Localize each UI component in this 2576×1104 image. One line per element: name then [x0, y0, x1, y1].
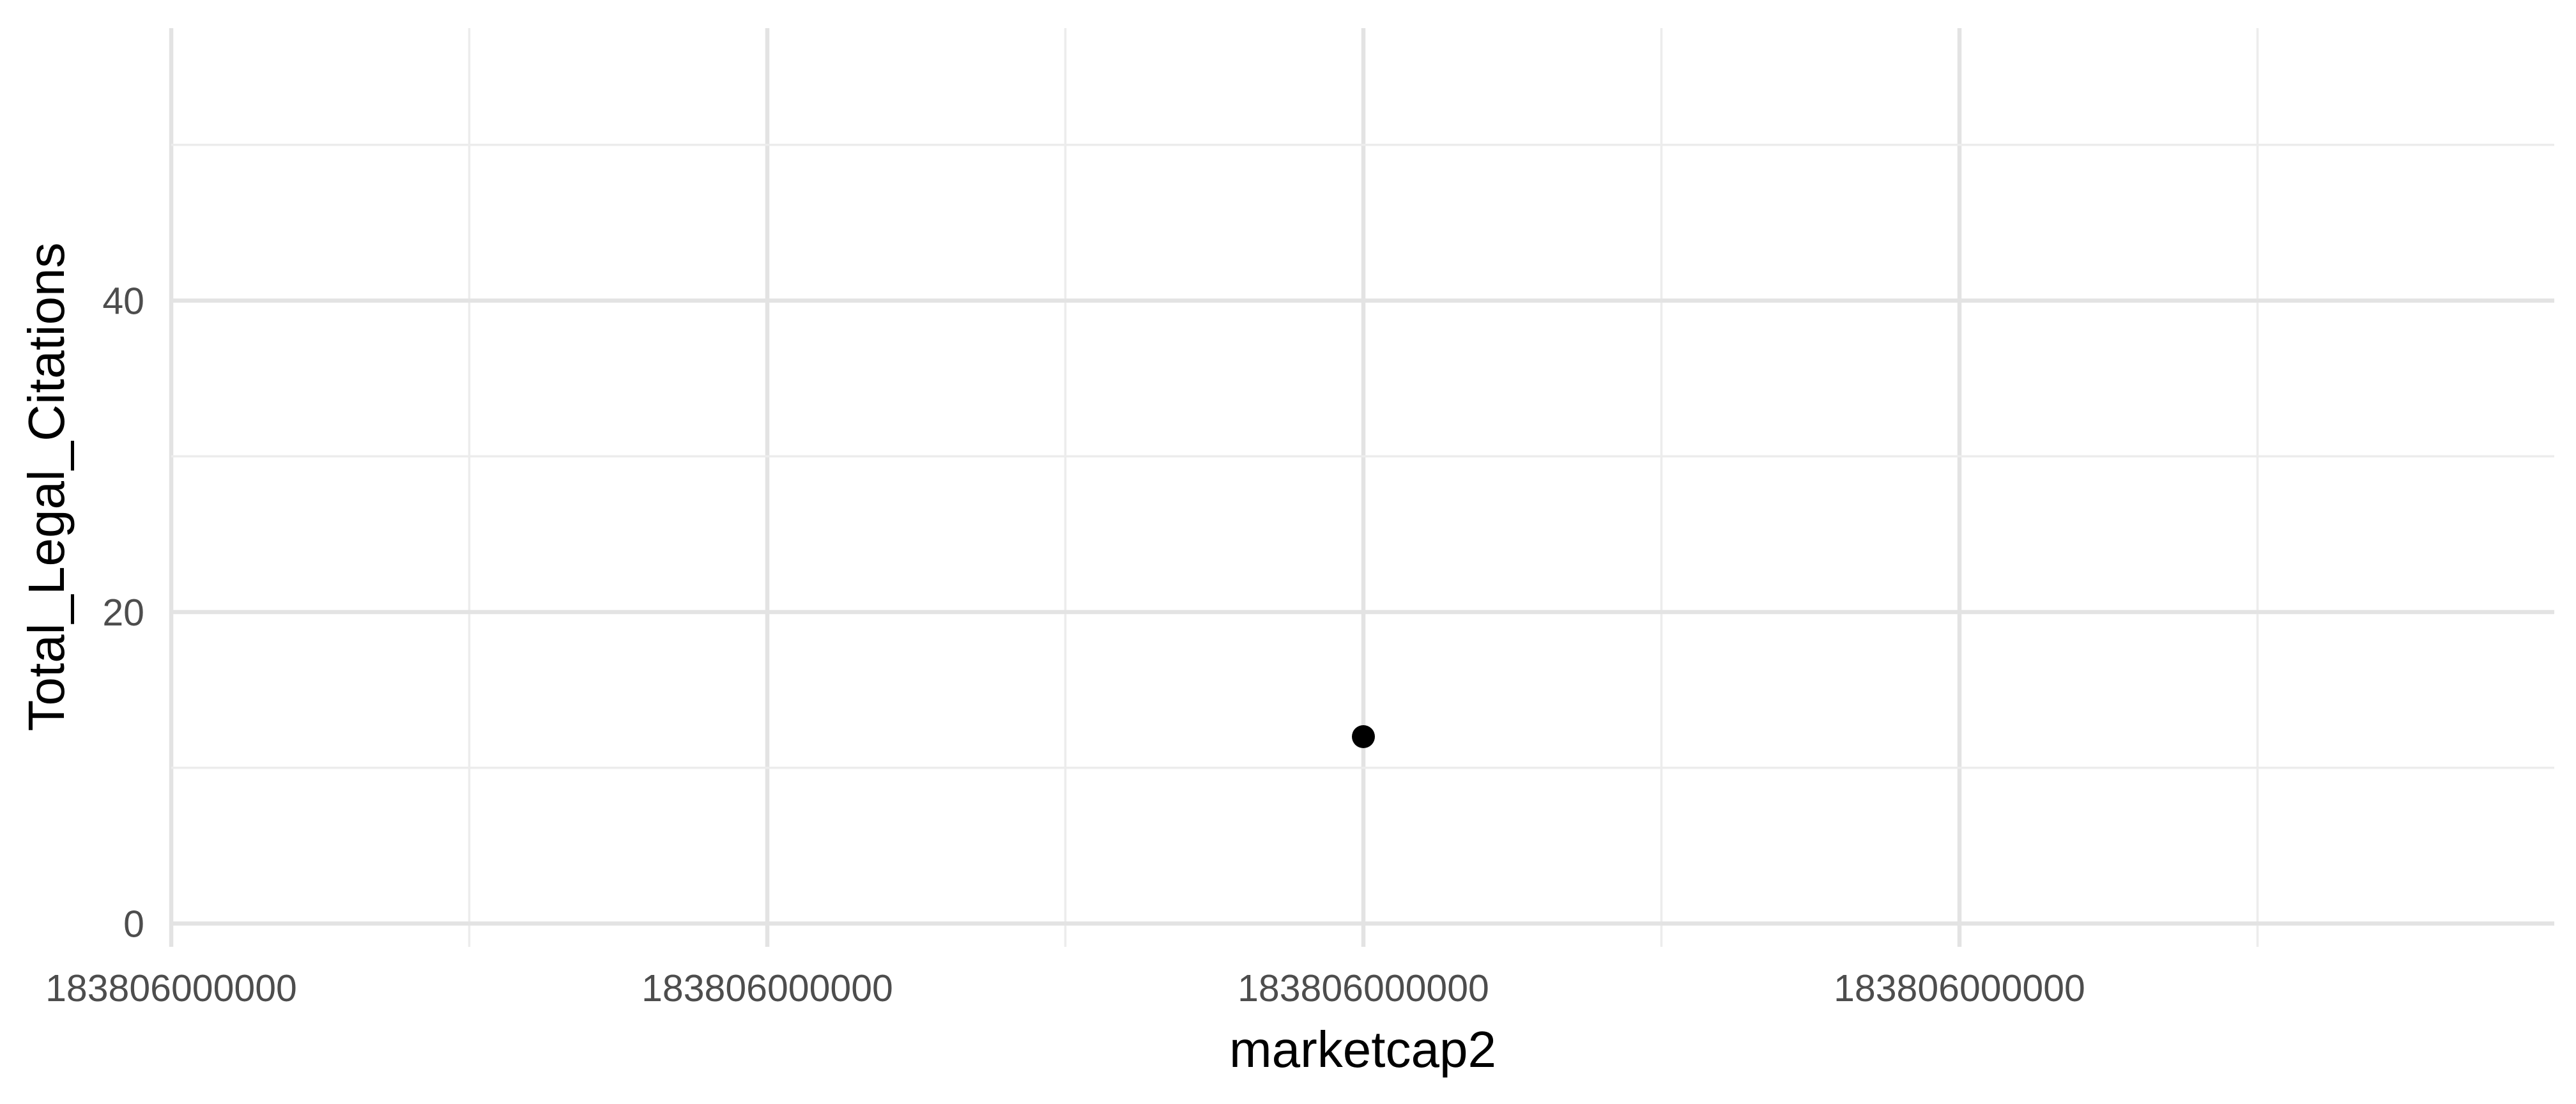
y-tick-label: 0 — [123, 903, 144, 945]
x-tick-label: 183806000000 — [1238, 967, 1489, 1009]
x-tick-label: 183806000000 — [641, 967, 893, 1009]
y-tick-label: 20 — [102, 592, 144, 634]
data-point — [1352, 724, 1375, 748]
y-tick-label: 40 — [102, 280, 144, 323]
data-points — [1352, 724, 1375, 748]
x-axis-tick-labels: 183806000000 183806000000 183806000000 1838… — [45, 967, 2085, 1009]
x-tick-label: 183806000000 — [1834, 967, 2085, 1009]
y-axis-title: Total_Legal_Citations — [18, 243, 75, 732]
x-axis-title: marketcap2 — [1229, 1021, 1496, 1078]
y-axis-tick-labels: 0 20 40 — [102, 280, 144, 946]
x-tick-label: 183806000000 — [45, 967, 297, 1009]
grid-lines — [169, 28, 2554, 947]
